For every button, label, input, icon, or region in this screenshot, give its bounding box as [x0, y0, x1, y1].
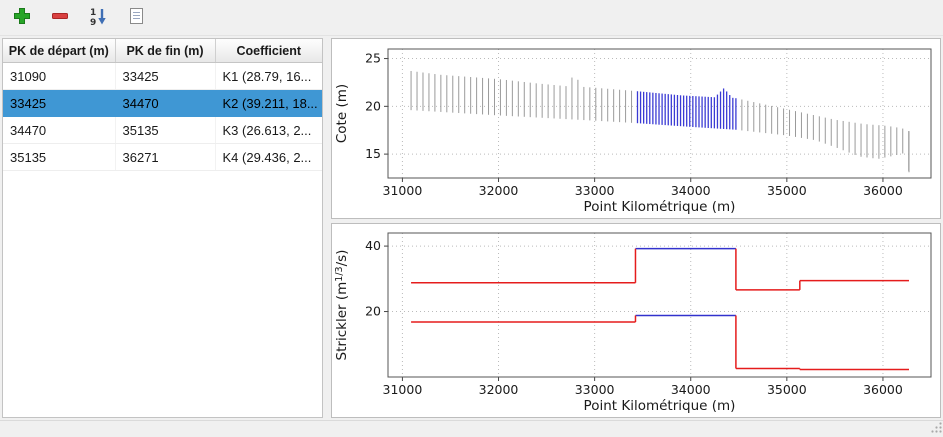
table-row[interactable]: 31090 33425 K1 (28.79, 16... [3, 62, 322, 90]
header-pk-depart[interactable]: PK de départ (m) [3, 39, 116, 63]
svg-text:33000: 33000 [575, 382, 615, 397]
header-pk-fin[interactable]: PK de fin (m) [115, 39, 216, 63]
cell-coefficient: K3 (26.613, 2... [215, 116, 322, 144]
charts-column: 31000 32000 33000 34000 35000 36000 15 20 25 Poin… [331, 38, 941, 418]
plus-icon [11, 5, 33, 30]
cell-pk-end: 33425 [115, 62, 216, 90]
svg-text:Strickler (m1/3/s): Strickler (m1/3/s) [334, 250, 350, 361]
table-row[interactable]: 34470 35135 K3 (26.613, 2... [3, 116, 322, 144]
svg-text:9: 9 [90, 18, 96, 27]
report-button[interactable] [121, 3, 151, 32]
cell-pk-start: 31090 [3, 62, 116, 90]
svg-text:40: 40 [365, 238, 381, 253]
table-header-row: PK de départ (m) PK de fin (m) Coefficie… [3, 39, 322, 63]
table-row-selected[interactable]: 33425 34470 K2 (39.211, 18... [3, 89, 322, 117]
toolbar: 1 9 [0, 0, 943, 36]
svg-text:1: 1 [90, 8, 96, 18]
coefficient-table: PK de départ (m) PK de fin (m) Coefficie… [3, 39, 322, 171]
svg-text:Point Kilométrique (m): Point Kilométrique (m) [584, 398, 736, 414]
cote-profile-chart: 31000 32000 33000 34000 35000 36000 15 20 25 Poin… [331, 38, 941, 219]
svg-text:33000: 33000 [575, 183, 615, 198]
cell-pk-start: 34470 [3, 116, 116, 144]
svg-text:36000: 36000 [863, 382, 903, 397]
page-icon [125, 5, 147, 30]
main-content: PK de départ (m) PK de fin (m) Coefficie… [0, 36, 943, 420]
cell-pk-start: 35135 [3, 143, 116, 171]
svg-text:20: 20 [365, 98, 381, 113]
coefficient-table-panel: PK de départ (m) PK de fin (m) Coefficie… [2, 38, 323, 418]
svg-text:25: 25 [365, 51, 381, 66]
svg-text:15: 15 [365, 146, 381, 161]
sort-numeric-icon: 1 9 [87, 5, 109, 30]
svg-text:32000: 32000 [479, 382, 519, 397]
sort-button[interactable]: 1 9 [83, 3, 113, 32]
svg-text:20: 20 [365, 304, 381, 319]
splitter[interactable] [326, 38, 328, 418]
svg-text:31000: 31000 [383, 183, 423, 198]
svg-text:32000: 32000 [479, 183, 519, 198]
svg-text:35000: 35000 [767, 183, 807, 198]
cell-coefficient: K1 (28.79, 16... [215, 62, 322, 90]
cell-pk-start: 33425 [3, 89, 116, 117]
resize-grip[interactable] [930, 421, 943, 434]
table-row[interactable]: 35135 36271 K4 (29.436, 2... [3, 143, 322, 171]
svg-text:36000: 36000 [863, 183, 903, 198]
svg-text:Cote (m): Cote (m) [334, 84, 350, 143]
minus-icon [49, 5, 71, 30]
cell-coefficient: K2 (39.211, 18... [215, 89, 322, 117]
status-bar [0, 420, 943, 434]
cell-pk-end: 35135 [115, 116, 216, 144]
svg-text:34000: 34000 [671, 183, 711, 198]
add-button[interactable] [7, 3, 37, 32]
svg-text:Point Kilométrique (m): Point Kilométrique (m) [584, 199, 736, 215]
remove-button[interactable] [45, 3, 75, 32]
cell-coefficient: K4 (29.436, 2... [215, 143, 322, 171]
strickler-chart: 31000 32000 33000 34000 35000 36000 20 40 Point … [331, 223, 941, 418]
svg-text:35000: 35000 [767, 382, 807, 397]
svg-text:34000: 34000 [671, 382, 711, 397]
header-coefficient[interactable]: Coefficient [215, 39, 322, 63]
cell-pk-end: 34470 [115, 89, 216, 117]
cell-pk-end: 36271 [115, 143, 216, 171]
svg-text:31000: 31000 [383, 382, 423, 397]
